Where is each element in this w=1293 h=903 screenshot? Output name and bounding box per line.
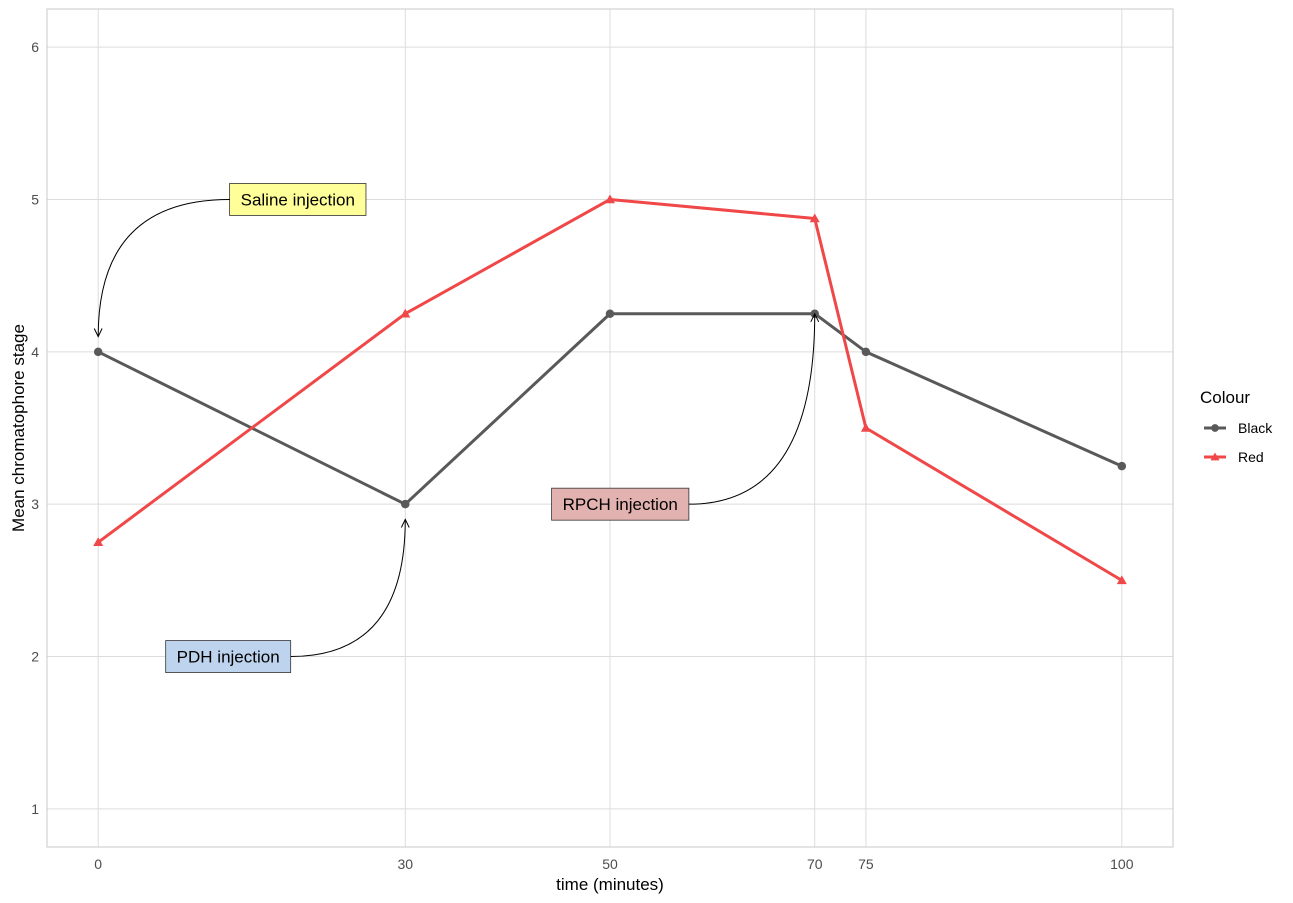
- legend-item-black: Black: [1204, 420, 1273, 436]
- data-point-black: [93, 347, 103, 357]
- annotation-arrowhead: [400, 518, 410, 528]
- series-red: [93, 194, 1127, 585]
- data-point-red: [860, 423, 871, 432]
- data-point-red: [93, 537, 104, 547]
- data-point-black: [605, 309, 615, 318]
- x-tick-label: 30: [397, 856, 413, 872]
- y-tick-label: 1: [31, 801, 39, 817]
- x-axis-title: time (minutes): [556, 875, 664, 894]
- series-black: [93, 309, 1127, 509]
- data-point-black: [401, 499, 410, 509]
- data-point-red: [809, 213, 820, 223]
- data-point-red: [1116, 575, 1127, 585]
- annotation-box: [551, 487, 690, 521]
- data-point-black: [861, 347, 871, 357]
- legend-title: Colour: [1200, 388, 1250, 407]
- series-layer: [93, 194, 1127, 585]
- series-line-black: [97, 312, 1123, 506]
- x-tick-label: 100: [1110, 856, 1134, 872]
- y-tick-label: 3: [31, 496, 39, 512]
- legend-label: Black: [1238, 420, 1273, 436]
- annotation: RPCH injection: [551, 312, 820, 521]
- x-tick-label: 75: [858, 856, 874, 872]
- annotation-label: PDH injection: [177, 648, 280, 667]
- x-tick-label: 50: [602, 856, 618, 872]
- x-tick-label: 70: [807, 856, 823, 872]
- annotation: PDH injection: [165, 518, 410, 673]
- data-point-black: [1117, 461, 1127, 471]
- x-tick-labels: 0 30 50 70 75 100: [94, 856, 1133, 872]
- legend-key-marker: [1211, 424, 1219, 432]
- data-point-red: [605, 194, 615, 204]
- annotation-arrow: [290, 519, 406, 658]
- annotation-box: [165, 640, 292, 673]
- annotation-arrowhead: [93, 328, 103, 338]
- annotation-arrowhead: [810, 312, 820, 323]
- y-tick-label: 4: [31, 344, 39, 360]
- y-tick-labels: 1 2 3 4 5 6: [31, 39, 39, 817]
- y-tick-label: 5: [31, 191, 39, 207]
- legend-item-red: Red: [1204, 449, 1264, 465]
- annotation-arrow: [688, 313, 816, 505]
- y-tick-label: 6: [31, 39, 39, 55]
- legend-label: Red: [1238, 449, 1264, 465]
- y-tick-label: 2: [31, 649, 39, 665]
- annotation-label: RPCH injection: [563, 495, 678, 514]
- series-line-red: [97, 197, 1123, 582]
- y-axis-title: Mean chromatophore stage: [9, 324, 28, 532]
- annotation-box: [229, 183, 367, 216]
- legend: Colour Black Red: [1200, 388, 1273, 465]
- annotation-arrow: [97, 198, 230, 337]
- annotation: Saline injection: [93, 183, 367, 338]
- annotation-layer: Saline injection PDH injection RPCH inject…: [93, 183, 820, 673]
- data-point-red: [400, 308, 411, 318]
- x-tick-label: 0: [94, 856, 102, 872]
- legend-key-marker: [1210, 452, 1220, 461]
- annotation-label: Saline injection: [241, 190, 355, 209]
- panel-border: [46, 8, 1174, 848]
